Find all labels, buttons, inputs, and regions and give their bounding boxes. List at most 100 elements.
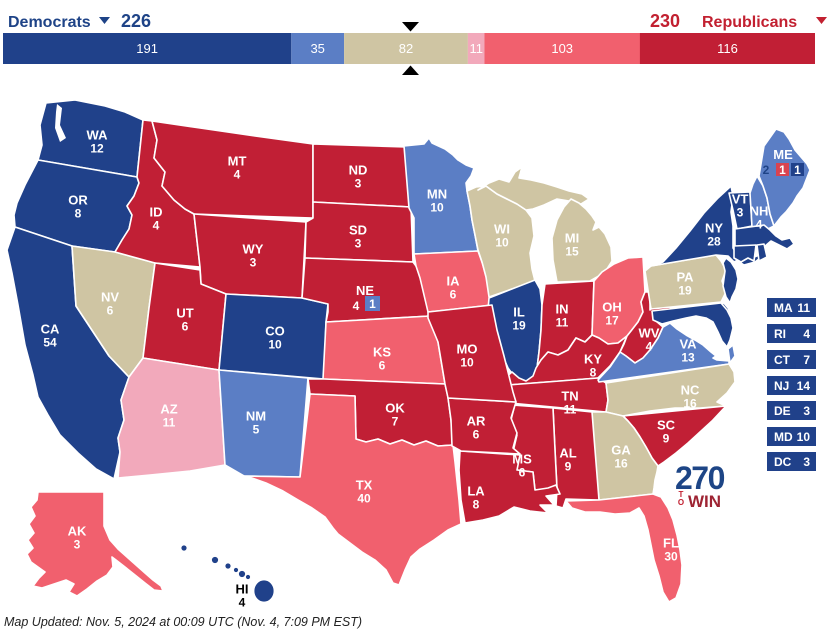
svg-text:ID: ID: [150, 205, 163, 220]
svg-text:11: 11: [797, 301, 810, 315]
svg-text:NM: NM: [246, 409, 266, 424]
svg-text:11: 11: [469, 41, 483, 56]
svg-text:8: 8: [75, 207, 82, 221]
svg-text:WA: WA: [87, 128, 109, 143]
svg-text:WI: WI: [494, 222, 510, 237]
svg-text:IN: IN: [556, 302, 569, 317]
svg-text:SC: SC: [657, 418, 676, 433]
svg-text:1: 1: [794, 163, 801, 177]
svg-text:35: 35: [310, 41, 324, 56]
svg-text:MI: MI: [565, 231, 579, 246]
svg-text:9: 9: [565, 460, 572, 474]
svg-text:Map Updated: Nov. 5, 2024 at 0: Map Updated: Nov. 5, 2024 at 00:09 UTC (…: [4, 615, 362, 629]
svg-text:11: 11: [564, 403, 577, 417]
svg-text:19: 19: [678, 284, 692, 298]
svg-text:Republicans: Republicans: [702, 14, 797, 31]
svg-text:DC: DC: [774, 455, 792, 469]
svg-text:3: 3: [737, 206, 744, 220]
svg-text:10: 10: [495, 236, 509, 250]
svg-text:2: 2: [763, 163, 770, 177]
svg-text:17: 17: [605, 314, 619, 328]
svg-text:MN: MN: [427, 187, 447, 202]
svg-text:4: 4: [153, 219, 160, 233]
svg-text:OR: OR: [68, 193, 88, 208]
svg-text:HI: HI: [236, 582, 249, 597]
svg-text:MO: MO: [457, 342, 478, 357]
svg-text:6: 6: [473, 428, 480, 442]
svg-text:10: 10: [460, 356, 474, 370]
svg-text:ME: ME: [773, 147, 793, 162]
svg-text:MT: MT: [228, 154, 247, 169]
svg-text:3: 3: [74, 538, 81, 552]
svg-text:TN: TN: [561, 389, 578, 404]
svg-text:8: 8: [590, 366, 597, 380]
svg-text:270: 270: [675, 460, 725, 496]
svg-text:NC: NC: [681, 383, 700, 398]
svg-text:226: 226: [121, 11, 151, 31]
svg-text:6: 6: [450, 288, 457, 302]
svg-text:WV: WV: [639, 326, 660, 341]
svg-text:VT: VT: [732, 192, 749, 207]
svg-text:12: 12: [90, 142, 104, 156]
svg-text:Democrats: Democrats: [8, 14, 91, 31]
svg-text:CO: CO: [265, 324, 285, 339]
svg-text:3: 3: [250, 256, 257, 270]
svg-text:SD: SD: [349, 223, 367, 238]
svg-text:PA: PA: [676, 270, 694, 285]
svg-text:6: 6: [107, 304, 114, 318]
svg-text:16: 16: [614, 457, 628, 471]
svg-text:3: 3: [355, 237, 362, 251]
svg-text:NV: NV: [101, 290, 119, 305]
svg-text:CT: CT: [774, 353, 791, 367]
svg-text:AK: AK: [68, 524, 87, 539]
svg-text:3: 3: [803, 404, 810, 418]
svg-text:230: 230: [650, 11, 680, 31]
svg-text:4: 4: [646, 340, 653, 354]
svg-text:T: T: [679, 490, 684, 499]
svg-text:4: 4: [803, 327, 810, 341]
svg-text:191: 191: [136, 41, 158, 56]
svg-text:3: 3: [355, 177, 362, 191]
svg-text:KY: KY: [584, 352, 602, 367]
svg-text:10: 10: [430, 201, 444, 215]
svg-text:AL: AL: [559, 446, 576, 461]
svg-text:6: 6: [182, 320, 189, 334]
svg-text:GA: GA: [611, 443, 631, 458]
svg-text:MD: MD: [774, 430, 793, 444]
svg-text:DE: DE: [774, 404, 791, 418]
svg-text:ND: ND: [349, 163, 368, 178]
svg-text:11: 11: [556, 316, 569, 330]
svg-text:10: 10: [797, 430, 811, 444]
svg-text:14: 14: [797, 379, 811, 393]
svg-text:82: 82: [399, 41, 413, 56]
svg-text:4: 4: [353, 299, 360, 313]
svg-text:UT: UT: [176, 306, 193, 321]
svg-text:O: O: [678, 498, 684, 507]
svg-text:WY: WY: [243, 242, 264, 257]
svg-text:116: 116: [717, 41, 738, 56]
svg-text:16: 16: [683, 397, 697, 411]
svg-text:IL: IL: [513, 305, 525, 320]
svg-text:4: 4: [234, 168, 241, 182]
svg-text:7: 7: [803, 353, 810, 367]
svg-text:11: 11: [163, 416, 176, 430]
svg-text:KS: KS: [373, 345, 391, 360]
svg-text:4: 4: [239, 596, 246, 610]
svg-text:NY: NY: [705, 221, 723, 236]
svg-text:MS: MS: [512, 452, 532, 467]
svg-text:OH: OH: [602, 300, 622, 315]
svg-text:VA: VA: [679, 337, 697, 352]
svg-text:8: 8: [473, 498, 480, 512]
svg-text:54: 54: [43, 336, 57, 350]
svg-text:10: 10: [268, 338, 282, 352]
svg-text:1: 1: [779, 163, 786, 177]
svg-text:AR: AR: [467, 414, 486, 429]
svg-text:1: 1: [369, 297, 376, 311]
svg-text:RI: RI: [774, 327, 786, 341]
svg-text:6: 6: [519, 466, 526, 480]
svg-text:NJ: NJ: [774, 379, 789, 393]
svg-text:MA: MA: [774, 301, 793, 315]
svg-text:103: 103: [551, 41, 573, 56]
svg-text:FL: FL: [663, 536, 679, 551]
svg-text:CA: CA: [41, 322, 60, 337]
